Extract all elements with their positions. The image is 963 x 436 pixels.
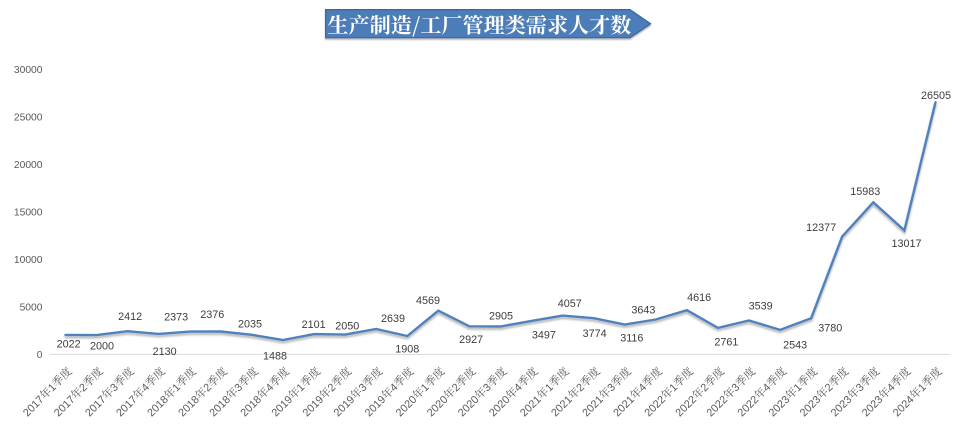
svg-text:3539: 3539 — [749, 301, 773, 313]
svg-text:2018: 2018 — [145, 394, 171, 420]
svg-text:2019: 2019 — [332, 394, 358, 420]
svg-text:4: 4 — [885, 381, 898, 394]
svg-text:2376: 2376 — [200, 309, 224, 321]
svg-text:2101: 2101 — [302, 319, 326, 331]
svg-text:2020: 2020 — [456, 394, 482, 420]
svg-text:2019: 2019 — [301, 394, 327, 420]
svg-text:2023: 2023 — [767, 394, 793, 420]
svg-text:2022: 2022 — [642, 394, 668, 420]
svg-text:2018: 2018 — [176, 394, 202, 420]
svg-text:0: 0 — [37, 350, 43, 361]
svg-text:4057: 4057 — [558, 298, 582, 310]
svg-text:2022: 2022 — [736, 394, 762, 420]
svg-text:2050: 2050 — [335, 320, 359, 332]
svg-text:2020: 2020 — [487, 394, 513, 420]
svg-text:1: 1 — [792, 381, 805, 394]
svg-text:2021: 2021 — [518, 394, 544, 420]
svg-text:2022: 2022 — [704, 394, 730, 420]
svg-text:4616: 4616 — [687, 292, 711, 304]
svg-text:4: 4 — [512, 381, 525, 394]
svg-text:3: 3 — [232, 381, 245, 394]
svg-text:3497: 3497 — [532, 329, 556, 341]
svg-text:20000: 20000 — [14, 160, 43, 171]
svg-text:2: 2 — [698, 381, 711, 394]
svg-text:2639: 2639 — [381, 313, 405, 325]
svg-text:2905: 2905 — [489, 311, 513, 323]
svg-text:2024: 2024 — [891, 394, 917, 420]
svg-text:2022: 2022 — [673, 394, 699, 420]
svg-text:4: 4 — [761, 381, 774, 394]
svg-text:1908: 1908 — [395, 344, 419, 356]
svg-text:3: 3 — [357, 381, 370, 394]
svg-text:2: 2 — [450, 381, 463, 394]
svg-text:2: 2 — [823, 381, 836, 394]
svg-text:1488: 1488 — [263, 350, 287, 362]
svg-text:3: 3 — [854, 381, 867, 394]
svg-text:2017: 2017 — [21, 394, 47, 420]
svg-text:4: 4 — [636, 381, 649, 394]
svg-text:3: 3 — [605, 381, 618, 394]
svg-text:2412: 2412 — [118, 311, 142, 323]
svg-text:2018: 2018 — [238, 394, 264, 420]
svg-text:2035: 2035 — [238, 318, 262, 330]
svg-text:2: 2 — [326, 381, 339, 394]
svg-text:3: 3 — [108, 381, 121, 394]
svg-text:25000: 25000 — [14, 112, 43, 123]
svg-text:2022: 2022 — [57, 339, 81, 351]
svg-text:3780: 3780 — [818, 322, 842, 334]
svg-text:1: 1 — [295, 381, 308, 394]
svg-text:3116: 3116 — [620, 332, 643, 344]
svg-text:10000: 10000 — [14, 255, 43, 266]
svg-text:2023: 2023 — [829, 394, 855, 420]
svg-text:4: 4 — [388, 381, 401, 394]
svg-text:2373: 2373 — [164, 312, 188, 324]
svg-text:2021: 2021 — [611, 394, 637, 420]
svg-text:1: 1 — [170, 381, 183, 394]
svg-text:30000: 30000 — [14, 65, 43, 76]
svg-text:2: 2 — [201, 381, 214, 394]
svg-text:2021: 2021 — [580, 394, 606, 420]
svg-text:12377: 12377 — [806, 222, 836, 234]
svg-text:15000: 15000 — [14, 207, 43, 218]
svg-text:2761: 2761 — [714, 337, 738, 349]
svg-text:2000: 2000 — [90, 340, 114, 352]
svg-text:3: 3 — [481, 381, 494, 394]
svg-text:15983: 15983 — [850, 186, 880, 198]
svg-text:2927: 2927 — [459, 334, 483, 346]
svg-text:1: 1 — [916, 381, 929, 394]
svg-text:2023: 2023 — [798, 394, 824, 420]
svg-text:4: 4 — [264, 381, 277, 394]
svg-text:5000: 5000 — [20, 302, 43, 313]
svg-text:2: 2 — [77, 381, 90, 394]
svg-text:2019: 2019 — [363, 394, 389, 420]
svg-text:1: 1 — [667, 381, 680, 394]
svg-text:2543: 2543 — [783, 340, 807, 352]
svg-text:2020: 2020 — [425, 394, 451, 420]
svg-text:4569: 4569 — [416, 295, 440, 307]
svg-text:1: 1 — [419, 381, 432, 394]
svg-text:1: 1 — [46, 381, 59, 394]
svg-text:4: 4 — [139, 381, 152, 394]
svg-text:2: 2 — [574, 381, 587, 394]
svg-text:3: 3 — [730, 381, 743, 394]
svg-text:3774: 3774 — [583, 328, 607, 340]
svg-text:2130: 2130 — [153, 346, 177, 358]
svg-text:26505: 26505 — [921, 90, 951, 102]
svg-text:2023: 2023 — [860, 394, 886, 420]
svg-text:3643: 3643 — [631, 305, 655, 317]
svg-text:2021: 2021 — [549, 394, 575, 420]
svg-text:2018: 2018 — [207, 394, 233, 420]
svg-text:2020: 2020 — [394, 394, 420, 420]
svg-text:2017: 2017 — [52, 394, 78, 420]
svg-text:13017: 13017 — [891, 238, 921, 250]
svg-text:1: 1 — [543, 381, 556, 394]
svg-text:2017: 2017 — [83, 394, 109, 420]
svg-text:2019: 2019 — [270, 394, 296, 420]
svg-text:2017: 2017 — [114, 394, 140, 420]
